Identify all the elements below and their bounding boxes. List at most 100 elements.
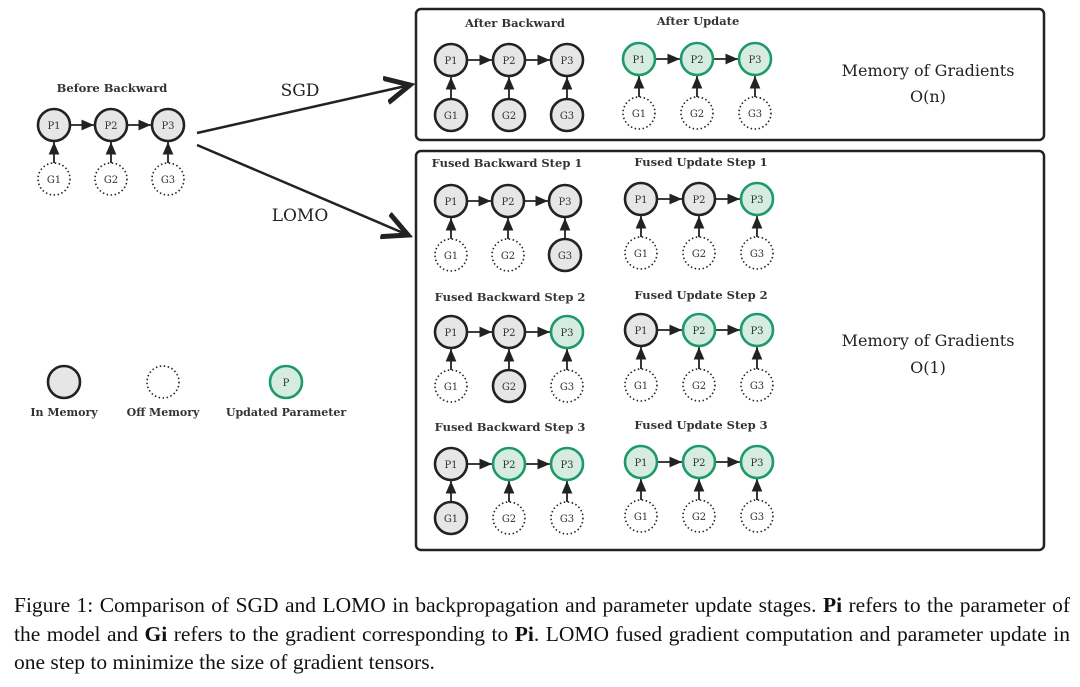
grad-node-2: G2 <box>680 96 714 130</box>
grad-node-2: G2 <box>682 368 716 402</box>
param-node-2: P2 <box>491 42 527 78</box>
grad-node-2-circle <box>491 97 527 133</box>
figure-caption: Figure 1: Comparison of SGD and LOMO in … <box>14 591 1070 677</box>
grad-node-1: G1 <box>434 369 468 403</box>
graph-fused-backward-1: Fused Backward Step 1 P1 G1 P2 G2 P3 G3 <box>432 156 583 273</box>
grad-node-2-circle <box>680 96 714 130</box>
param-node-3: P3 <box>739 444 775 480</box>
param-node-2: P2 <box>491 314 527 350</box>
grad-node-3-circle <box>740 368 774 402</box>
param-node-1-circle <box>623 312 659 348</box>
graph-after-update: After Update P1 G1 P2 G2 P3 G3 <box>621 14 773 130</box>
param-node-1-label: P1 <box>444 56 457 67</box>
grad-node-1: G1 <box>624 236 658 270</box>
grad-node-1-circle <box>622 96 656 130</box>
grad-node-3-circle <box>550 369 584 403</box>
legend-node <box>46 364 82 400</box>
param-node-1: P1 <box>433 183 469 219</box>
graph-after-backward: After Backward P1 G1 P2 G2 P3 G3 <box>433 16 585 133</box>
grad-node-3-label: G3 <box>560 514 574 525</box>
param-node-1-circle <box>433 314 469 350</box>
param-node-3-label: P3 <box>750 195 763 206</box>
caption-text: Figure 1: Comparison of SGD and LOMO in … <box>14 593 823 617</box>
graph-fused-backward-2: Fused Backward Step 2 P1 G1 P2 G2 P3 G3 <box>433 290 585 404</box>
lomo-arrow <box>196 143 408 235</box>
param-node-3-circle <box>739 312 775 348</box>
param-node-1-circle <box>36 107 72 143</box>
param-node-1-label: P1 <box>634 326 647 337</box>
legend-node-label: P <box>283 378 290 389</box>
param-node-2: P2 <box>93 107 129 143</box>
grad-node-3-label: G3 <box>161 175 175 186</box>
legend-node: P <box>268 364 304 400</box>
grad-node-2: G2 <box>491 97 527 133</box>
grad-node-1-circle <box>434 369 468 403</box>
legend-item: In Memory <box>30 364 98 419</box>
param-node-1-label: P1 <box>444 328 457 339</box>
grad-node-2: G2 <box>492 501 526 535</box>
legend-node-circle <box>146 365 180 399</box>
grad-node-2-circle <box>491 238 525 272</box>
graph-title: Fused Update Step 3 <box>634 418 767 432</box>
legend-label: In Memory <box>30 406 98 419</box>
grad-node-3-circle <box>151 162 185 196</box>
param-node-2-circle <box>93 107 129 143</box>
grad-node-1-label: G1 <box>634 381 648 392</box>
param-node-1: P1 <box>623 444 659 480</box>
caption-bold: Pi <box>822 593 843 617</box>
param-node-3-circle <box>547 183 583 219</box>
param-node-1-circle <box>433 446 469 482</box>
grad-node-1: G1 <box>434 238 468 272</box>
grad-node-3-circle <box>738 96 772 130</box>
param-node-3: P3 <box>549 42 585 78</box>
grad-node-3: G3 <box>740 236 774 270</box>
param-node-3: P3 <box>547 183 583 219</box>
caption-text: refers to the parameter of the model and <box>14 593 1070 646</box>
param-node-3-label: P3 <box>748 55 761 66</box>
param-node-3-label: P3 <box>161 121 174 132</box>
param-node-1-circle <box>621 41 657 77</box>
grad-node-1-circle <box>624 236 658 270</box>
param-node-1-label: P1 <box>444 197 457 208</box>
grad-node-1-label: G1 <box>634 249 648 260</box>
param-node-1: P1 <box>433 446 469 482</box>
grad-node-1-circle <box>434 238 468 272</box>
param-node-2: P2 <box>679 41 715 77</box>
grad-node-2-circle <box>682 499 716 533</box>
graph-title: Before Backward <box>57 81 168 95</box>
param-node-3: P3 <box>737 41 773 77</box>
grad-node-1-circle <box>433 500 469 536</box>
param-node-3-circle <box>739 181 775 217</box>
grad-node-1-circle <box>433 97 469 133</box>
param-node-3-label: P3 <box>750 326 763 337</box>
param-node-1-label: P1 <box>47 121 60 132</box>
grad-node-1: G1 <box>433 97 469 133</box>
sgd-memory-title: Memory of Gradients <box>842 61 1015 80</box>
grad-node-2-label: G2 <box>501 251 515 262</box>
param-node-2-label: P2 <box>502 460 515 471</box>
param-node-1-circle <box>623 181 659 217</box>
graph-fused-update-1: Fused Update Step 1 P1 G1 P2 G2 P3 G3 <box>623 155 775 270</box>
param-node-1-circle <box>623 444 659 480</box>
graph-title: Fused Backward Step 3 <box>435 420 586 434</box>
legend-label: Updated Parameter <box>226 406 346 419</box>
grad-node-2: G2 <box>491 368 527 404</box>
param-node-1: P1 <box>623 312 659 348</box>
sgd-box <box>414 7 1046 142</box>
grad-node-1-label: G1 <box>634 512 648 523</box>
grad-node-2-circle <box>682 368 716 402</box>
grad-node-3: G3 <box>550 501 584 535</box>
grad-node-1-label: G1 <box>47 175 61 186</box>
grad-node-2-label: G2 <box>104 175 118 186</box>
sgd-arrow <box>196 85 410 135</box>
grad-node-1-label: G1 <box>632 109 646 120</box>
lomo-box <box>414 149 1046 552</box>
caption-text: . LOMO fused gradient computation and pa… <box>14 621 1070 675</box>
grad-node-3: G3 <box>151 162 185 196</box>
param-node-1-circle <box>433 183 469 219</box>
grad-node-3-label: G3 <box>750 381 764 392</box>
grad-node-3-circle <box>550 501 584 535</box>
legend-label: Off Memory <box>127 406 200 419</box>
grad-node-3-label: G3 <box>750 249 764 260</box>
lomo-memory-complexity: O(1) <box>910 358 946 377</box>
